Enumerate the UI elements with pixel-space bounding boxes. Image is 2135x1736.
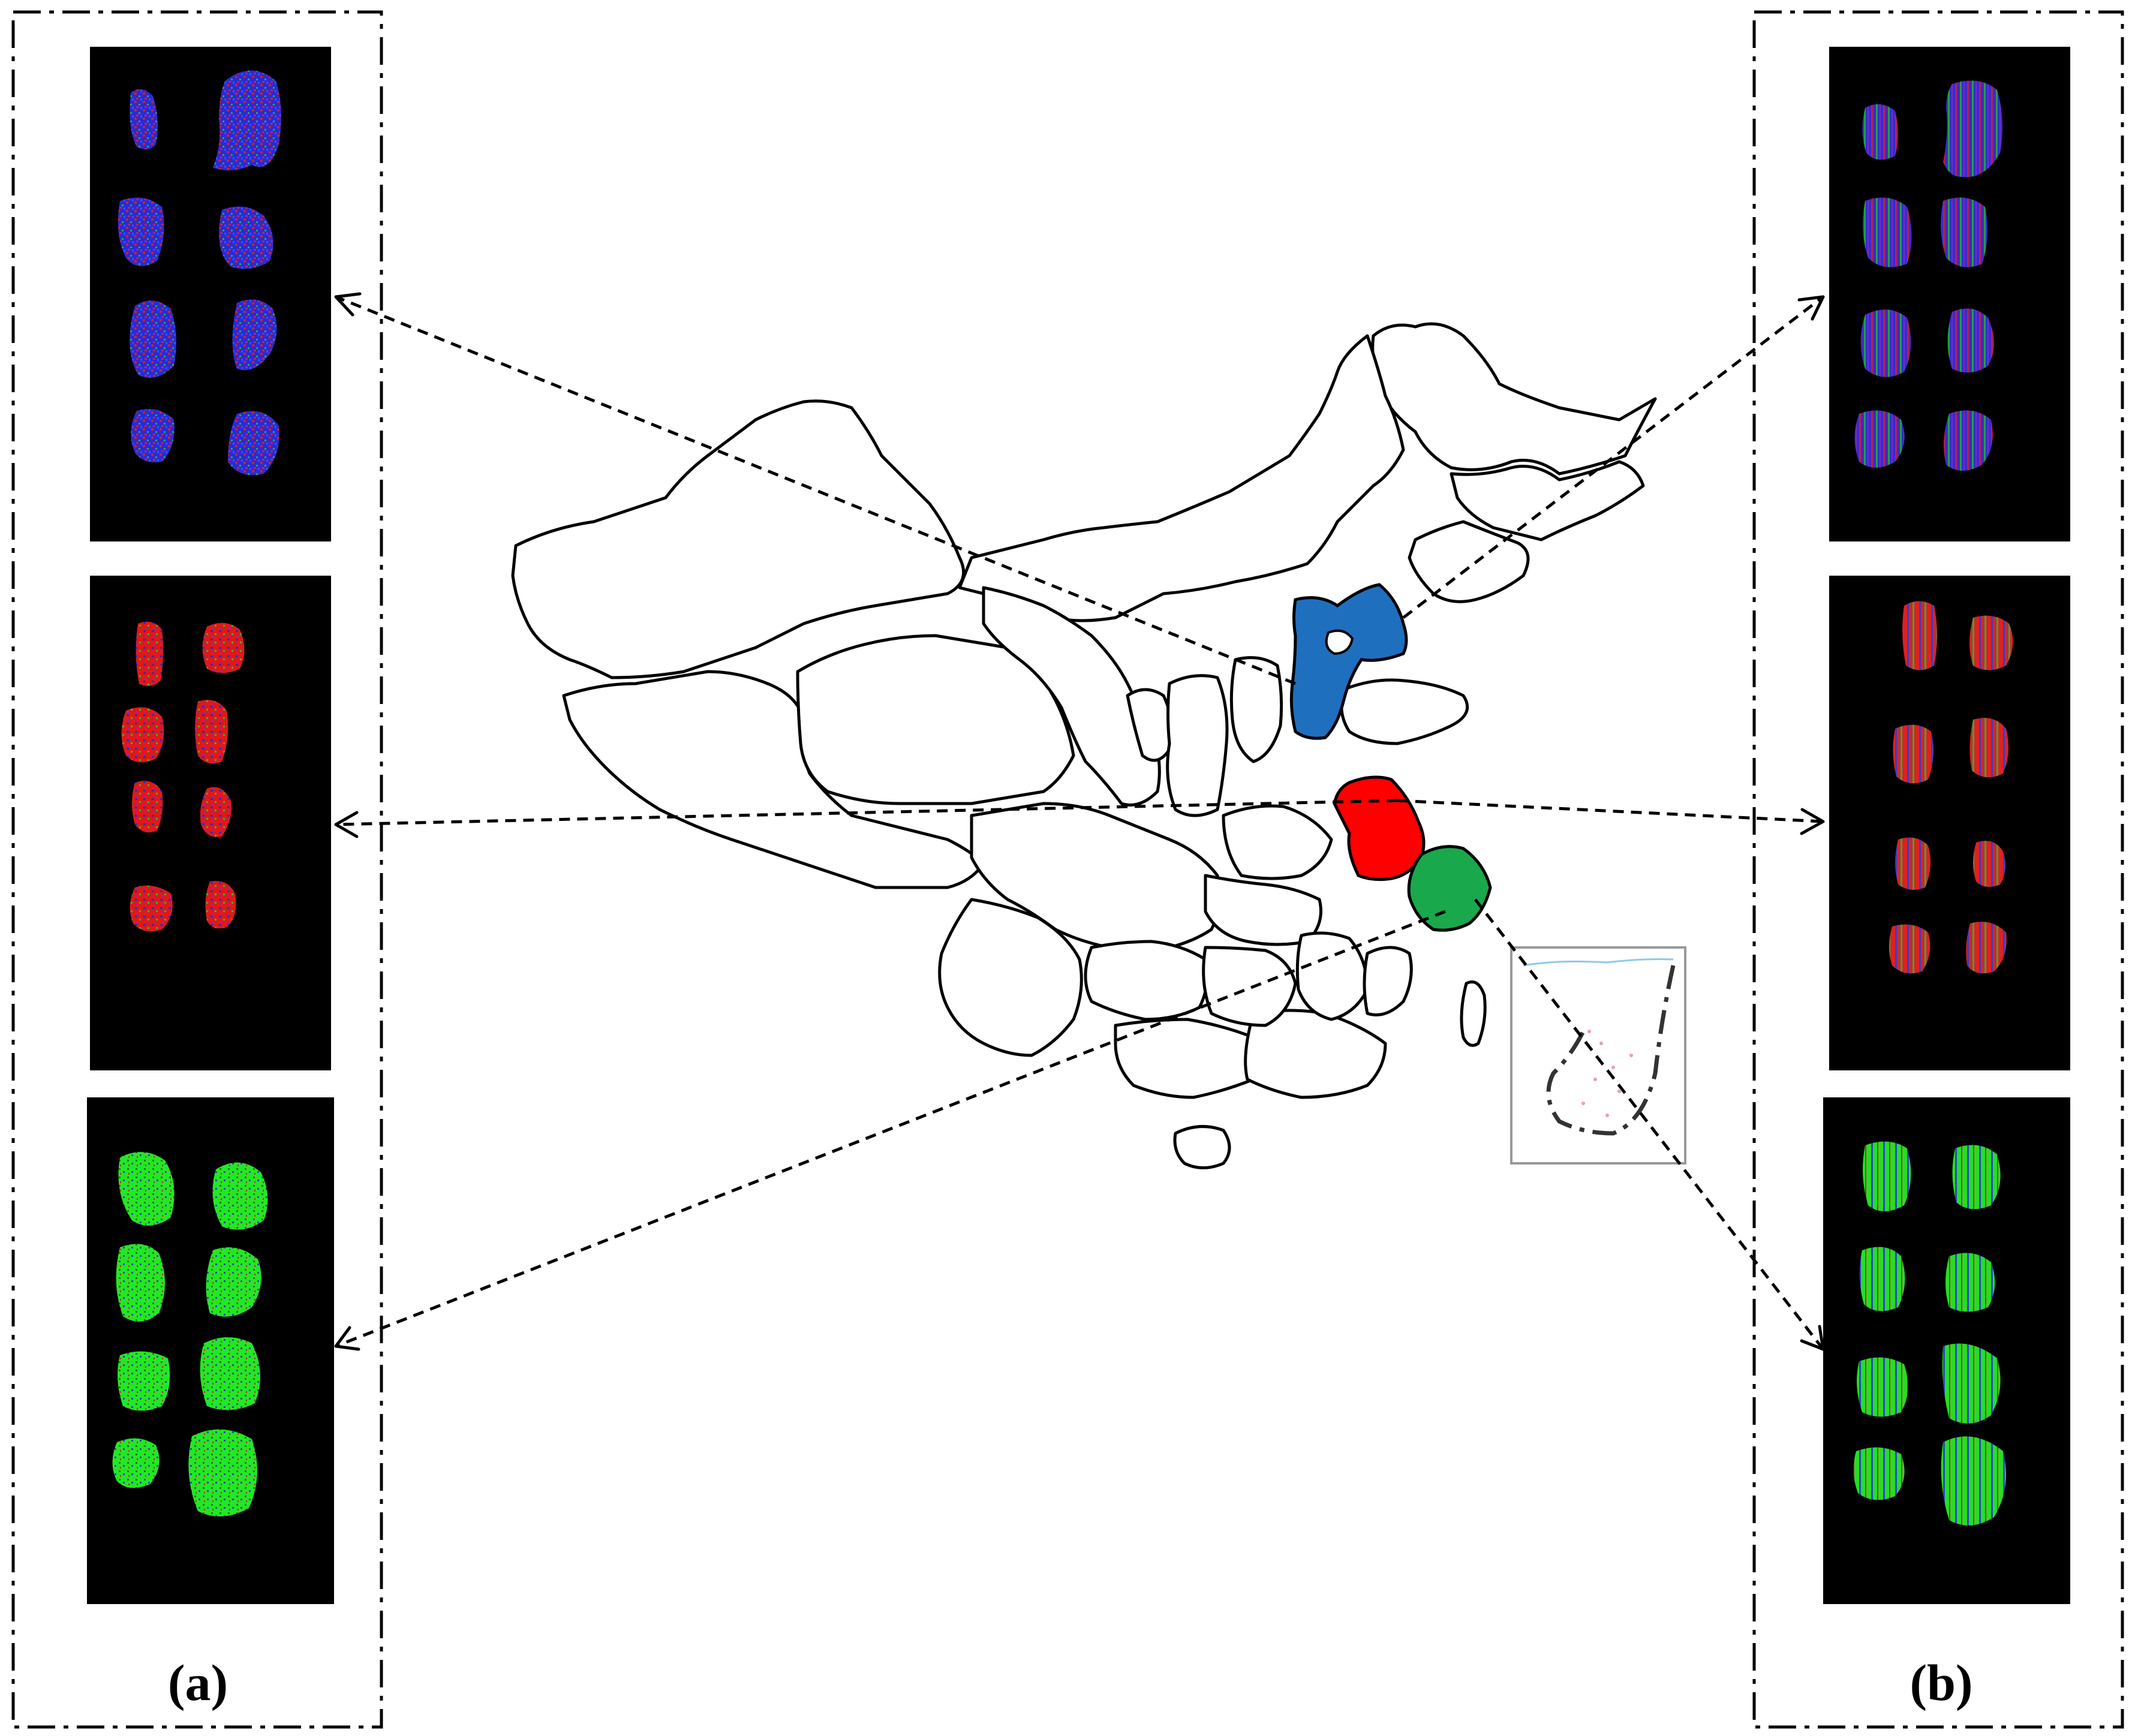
connector-arrows	[334, 292, 1825, 1351]
left-image-green	[87, 1097, 334, 1604]
right-panel-label: (b)	[1910, 1654, 1972, 1711]
right-image-red	[1829, 576, 2070, 1070]
region-red	[1333, 775, 1426, 881]
right-image-blue	[1829, 47, 2070, 541]
left-panel-frame	[11, 10, 383, 1729]
region-green	[1407, 845, 1492, 932]
left-image-blue	[90, 47, 331, 541]
left-image-red	[90, 576, 331, 1070]
right-image-green	[1823, 1097, 2070, 1604]
inset-map	[1510, 946, 1686, 1165]
left-panel-label: (a)	[168, 1654, 228, 1711]
map-of-provinces	[511, 322, 1657, 1169]
right-panel-frame	[1752, 10, 2124, 1729]
